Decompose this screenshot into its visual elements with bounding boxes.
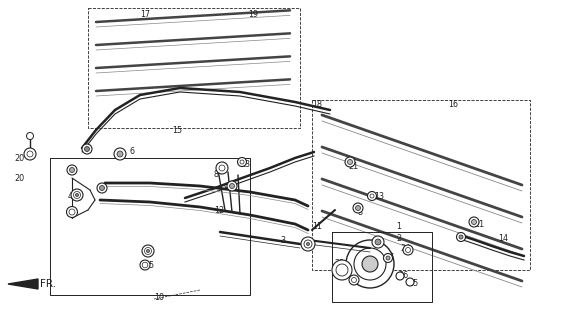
Circle shape bbox=[67, 165, 77, 175]
Circle shape bbox=[406, 247, 411, 252]
Text: FR.: FR. bbox=[40, 279, 56, 289]
Circle shape bbox=[457, 233, 465, 242]
Text: 1: 1 bbox=[396, 221, 401, 230]
Circle shape bbox=[85, 147, 89, 151]
Circle shape bbox=[351, 277, 357, 283]
Text: 20: 20 bbox=[14, 173, 24, 182]
Circle shape bbox=[347, 159, 353, 164]
Text: 2: 2 bbox=[396, 234, 401, 243]
Text: 7: 7 bbox=[388, 253, 393, 262]
Polygon shape bbox=[8, 279, 38, 289]
Circle shape bbox=[69, 209, 75, 215]
Circle shape bbox=[306, 243, 309, 245]
Circle shape bbox=[469, 217, 479, 227]
Circle shape bbox=[145, 247, 151, 254]
Text: 21: 21 bbox=[348, 162, 358, 171]
Text: 14: 14 bbox=[498, 234, 508, 243]
Text: 10: 10 bbox=[154, 293, 164, 302]
Circle shape bbox=[459, 235, 463, 239]
Circle shape bbox=[367, 191, 377, 201]
Circle shape bbox=[336, 264, 348, 276]
Circle shape bbox=[353, 203, 363, 213]
Text: 4: 4 bbox=[148, 245, 153, 254]
Circle shape bbox=[117, 151, 123, 157]
Text: 8: 8 bbox=[214, 170, 219, 179]
Circle shape bbox=[66, 206, 78, 218]
Text: 26: 26 bbox=[398, 271, 408, 281]
Circle shape bbox=[82, 144, 92, 154]
Circle shape bbox=[240, 160, 244, 164]
Circle shape bbox=[26, 132, 33, 140]
Circle shape bbox=[140, 260, 150, 270]
Circle shape bbox=[27, 151, 33, 157]
Circle shape bbox=[100, 186, 104, 190]
Text: 19: 19 bbox=[248, 10, 258, 19]
Text: 22: 22 bbox=[352, 274, 362, 283]
Text: 6: 6 bbox=[130, 147, 135, 156]
Circle shape bbox=[146, 250, 150, 252]
Circle shape bbox=[346, 240, 394, 288]
Circle shape bbox=[362, 256, 378, 272]
Text: 5: 5 bbox=[68, 207, 73, 217]
Circle shape bbox=[70, 167, 74, 172]
Text: 23: 23 bbox=[334, 260, 344, 268]
Text: 3: 3 bbox=[280, 236, 285, 244]
Circle shape bbox=[403, 245, 413, 255]
Circle shape bbox=[345, 157, 355, 167]
Text: 20: 20 bbox=[14, 154, 24, 163]
Circle shape bbox=[396, 272, 404, 280]
Circle shape bbox=[384, 253, 392, 262]
Circle shape bbox=[406, 278, 414, 286]
Circle shape bbox=[97, 183, 107, 193]
Circle shape bbox=[472, 220, 476, 225]
Circle shape bbox=[75, 194, 78, 196]
Circle shape bbox=[216, 162, 228, 174]
Text: 13: 13 bbox=[240, 159, 250, 169]
Text: 5: 5 bbox=[148, 261, 153, 270]
Circle shape bbox=[142, 245, 154, 257]
Text: 11: 11 bbox=[312, 221, 322, 230]
Text: 4: 4 bbox=[68, 191, 73, 201]
Circle shape bbox=[142, 262, 148, 268]
Circle shape bbox=[301, 237, 315, 251]
Circle shape bbox=[304, 240, 312, 248]
Circle shape bbox=[375, 239, 381, 245]
Circle shape bbox=[386, 256, 390, 260]
Circle shape bbox=[229, 183, 234, 188]
Circle shape bbox=[332, 260, 352, 280]
Text: 25: 25 bbox=[408, 279, 418, 289]
Circle shape bbox=[24, 148, 36, 160]
Text: 24: 24 bbox=[400, 244, 410, 252]
Text: 17: 17 bbox=[140, 10, 150, 19]
Circle shape bbox=[227, 181, 237, 191]
Text: 9: 9 bbox=[224, 182, 229, 191]
Circle shape bbox=[71, 189, 83, 201]
Circle shape bbox=[237, 157, 247, 166]
Circle shape bbox=[372, 236, 384, 248]
Text: 8: 8 bbox=[358, 207, 363, 217]
Circle shape bbox=[74, 191, 81, 198]
Text: 15: 15 bbox=[172, 125, 182, 134]
Text: 18: 18 bbox=[312, 100, 322, 108]
Text: 16: 16 bbox=[448, 100, 458, 108]
Circle shape bbox=[355, 205, 361, 211]
Circle shape bbox=[114, 148, 126, 160]
Text: 12: 12 bbox=[214, 205, 224, 214]
Text: 21: 21 bbox=[474, 220, 484, 228]
Text: 13: 13 bbox=[374, 191, 384, 201]
Circle shape bbox=[219, 165, 225, 171]
Circle shape bbox=[349, 275, 359, 285]
Circle shape bbox=[370, 194, 374, 198]
Circle shape bbox=[354, 248, 386, 280]
